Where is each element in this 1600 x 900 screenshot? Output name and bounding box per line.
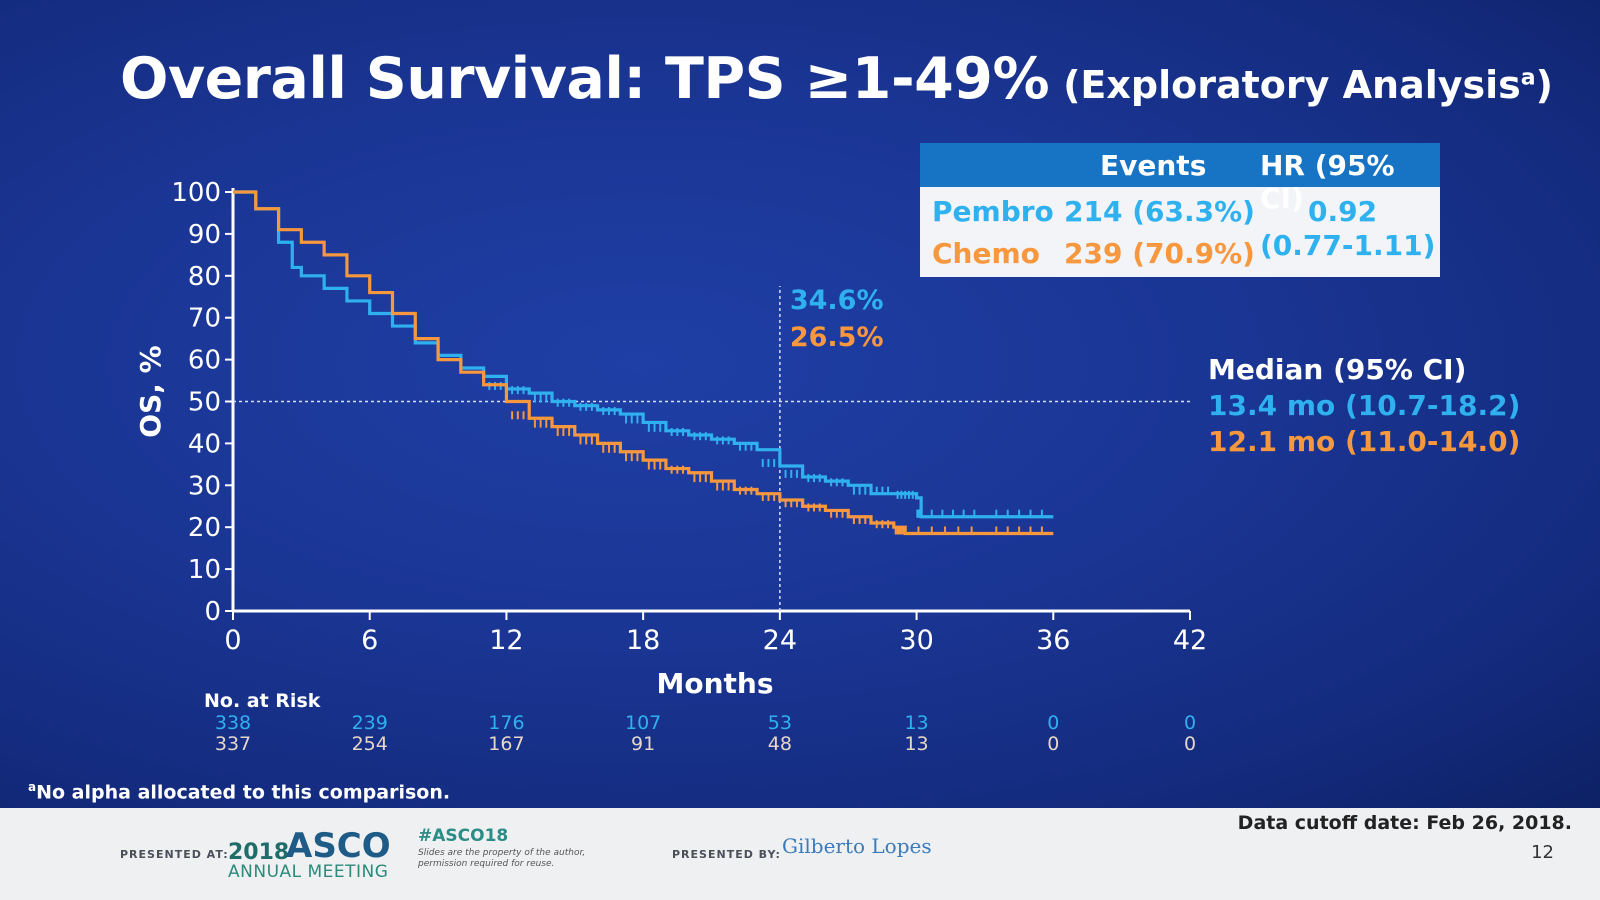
- x-tick-label: 42: [1173, 625, 1207, 656]
- pembro-arm-label: Pembro: [932, 195, 1054, 228]
- footnote: aNo alpha allocated to this comparison.: [28, 780, 450, 803]
- asco-logo: ASCO: [286, 826, 391, 866]
- events-table: Events HR (95% CI) Pembro 214 (63.3%) Ch…: [920, 143, 1440, 277]
- slide-title: Overall Survival: TPS ≥1-49% (Exploratory…: [120, 46, 1553, 112]
- hr-ci: (0.77-1.11): [1260, 229, 1436, 262]
- title-sub-suffix: ): [1535, 63, 1554, 107]
- risk-chemo-value: 337: [214, 733, 252, 755]
- title-sub-prefix: (Exploratory Analysis: [1063, 63, 1521, 107]
- title-sub: (Exploratory Analysisa): [1063, 63, 1553, 107]
- km-curve-chemo: [233, 190, 1054, 536]
- y-tick-label: 90: [188, 220, 221, 250]
- risk-pembro-value: 0: [1183, 712, 1197, 734]
- asco-annual-meeting: ANNUAL MEETING: [228, 862, 389, 882]
- y-tick-label: 10: [188, 555, 221, 585]
- y-tick-label: 40: [188, 429, 221, 459]
- median-pembro: 13.4 mo (10.7-18.2): [1208, 389, 1521, 422]
- x-tick-label: 0: [224, 625, 241, 656]
- footnote-sup: a: [28, 780, 37, 794]
- risk-chemo-value: 0: [1047, 733, 1060, 755]
- annotation-pembro-24mo: 34.6%: [790, 285, 884, 316]
- risk-chemo-value: 167: [488, 733, 525, 755]
- risk-pembro-value: 338: [214, 712, 252, 734]
- x-tick-label: 6: [361, 625, 378, 656]
- y-tick-label: 60: [188, 346, 221, 376]
- y-tick-label: 100: [171, 178, 221, 208]
- presenter-name: Gilberto Lopes: [782, 834, 932, 858]
- risk-table-label: No. at Risk: [204, 690, 321, 712]
- hr-header: HR (95% CI): [1260, 149, 1395, 215]
- slide: Overall Survival: TPS ≥1-49% (Exploratory…: [0, 0, 1600, 808]
- risk-pembro-value: 53: [767, 712, 792, 734]
- risk-chemo-value: 48: [767, 733, 792, 755]
- risk-chemo-value: 254: [351, 733, 388, 755]
- title-main: Overall Survival: TPS ≥1-49%: [120, 46, 1050, 112]
- x-tick-label: 24: [763, 625, 797, 656]
- pembro-events: 214 (63.3%): [1064, 195, 1255, 228]
- y-tick-label: 30: [188, 471, 221, 501]
- x-axis-label: Months: [656, 667, 773, 700]
- risk-pembro-value: 176: [488, 712, 525, 734]
- events-header: Events: [1100, 149, 1207, 182]
- title-sub-sup: a: [1520, 65, 1536, 91]
- km-chart: 0 10 20 30 40 50 60 70 80 90 100 0 6 12 18 24 30 36 42 Mont…: [134, 178, 1207, 700]
- y-tick-label: 20: [188, 513, 221, 543]
- risk-pembro-value: 107: [625, 712, 662, 734]
- events-table-header: Events HR (95% CI): [920, 143, 1440, 215]
- risk-chemo-value: 0: [1183, 733, 1197, 755]
- y-tick-label: 50: [188, 388, 221, 418]
- risk-pembro-value: 13: [904, 712, 929, 734]
- y-axis-label: OS, %: [134, 345, 167, 437]
- risk-pembro-value: 239: [351, 712, 388, 734]
- asco-year: 2018: [228, 840, 290, 865]
- median-block: Median (95% CI) 13.4 mo (10.7-18.2) 12.1…: [1208, 352, 1520, 460]
- y-tick-label: 70: [188, 304, 221, 334]
- x-tick-label: 30: [899, 625, 933, 656]
- annotation-chemo-24mo: 26.5%: [790, 322, 884, 353]
- chemo-events: 239 (70.9%): [1064, 237, 1255, 270]
- footer: PRESENTED AT: 2018 ASCO ANNUAL MEETING #…: [0, 808, 1600, 900]
- median-header: Median (95% CI): [1208, 353, 1467, 386]
- presented-by-label: PRESENTED BY:: [672, 848, 781, 861]
- x-tick-label: 36: [1036, 625, 1070, 656]
- disclaimer: Slides are the property of the author, p…: [418, 848, 586, 869]
- risk-chemo-value: 91: [631, 733, 656, 755]
- median-chemo: 12.1 mo (11.0-14.0): [1208, 425, 1521, 458]
- hr-value: 0.92: [1308, 195, 1378, 228]
- x-tick-label: 12: [489, 625, 523, 656]
- slide-number: 12: [1531, 842, 1554, 863]
- presented-at-label: PRESENTED AT:: [120, 848, 229, 861]
- y-tick-label: 80: [188, 262, 221, 292]
- data-cutoff: Data cutoff date: Feb 26, 2018.: [1237, 812, 1572, 834]
- x-tick-label: 18: [626, 625, 660, 656]
- risk-chemo-value: 13: [904, 733, 929, 755]
- y-tick-label: 0: [204, 597, 221, 627]
- footnote-text: No alpha allocated to this comparison.: [36, 781, 451, 804]
- chemo-arm-label: Chemo: [932, 237, 1040, 270]
- risk-pembro-value: 0: [1047, 712, 1060, 734]
- hashtag: #ASCO18: [418, 826, 509, 846]
